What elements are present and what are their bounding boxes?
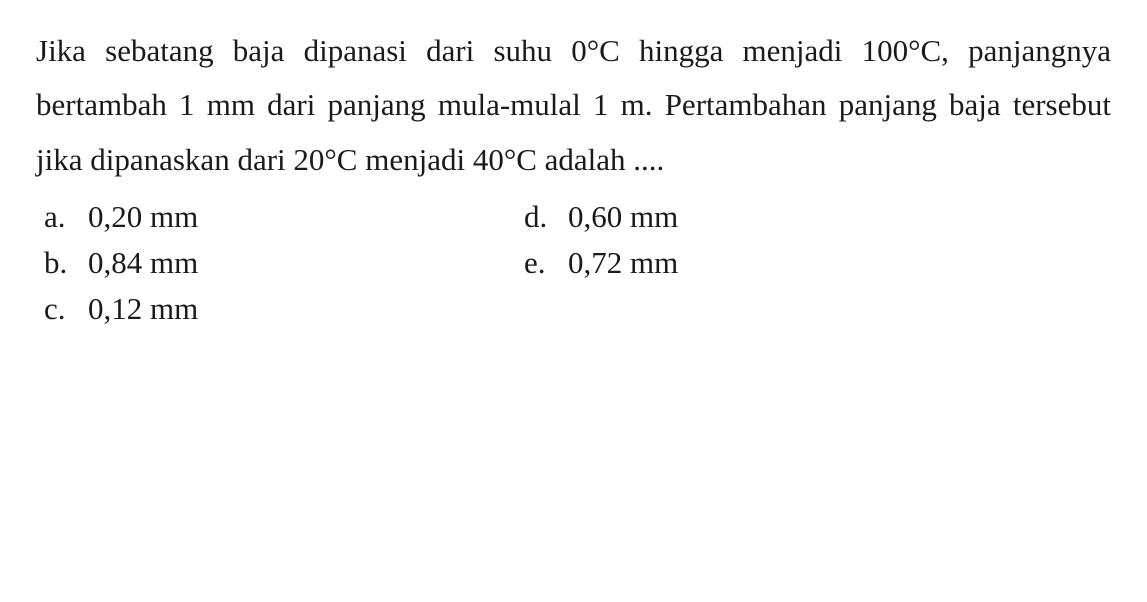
option-e: e. 0,72 mm [524, 245, 784, 281]
option-b: b. 0,84 mm [44, 245, 304, 281]
option-a: a. 0,20 mm [44, 199, 304, 235]
option-value: 0,72 mm [568, 245, 678, 281]
option-letter: e. [524, 245, 568, 281]
option-c: c. 0,12 mm [44, 291, 304, 327]
option-letter: a. [44, 199, 88, 235]
option-row: a. 0,20 mm d. 0,60 mm [44, 199, 1111, 235]
option-d: d. 0,60 mm [524, 199, 784, 235]
option-value: 0,12 mm [88, 291, 198, 327]
option-value: 0,60 mm [568, 199, 678, 235]
options-list: a. 0,20 mm d. 0,60 mm b. 0,84 mm e. 0,72… [36, 199, 1111, 327]
option-row: b. 0,84 mm e. 0,72 mm [44, 245, 1111, 281]
option-letter: d. [524, 199, 568, 235]
option-value: 0,84 mm [88, 245, 198, 281]
option-letter: c. [44, 291, 88, 327]
question-text: Jika sebatang baja dipanasi dari suhu 0°… [36, 24, 1111, 187]
option-value: 0,20 mm [88, 199, 198, 235]
option-row: c. 0,12 mm [44, 291, 1111, 327]
option-letter: b. [44, 245, 88, 281]
